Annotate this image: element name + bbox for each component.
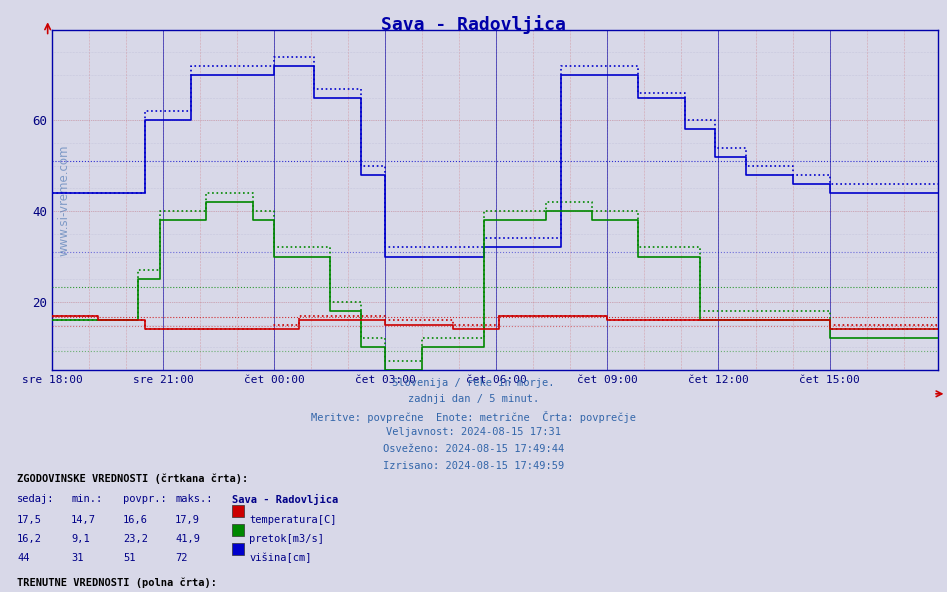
Text: maks.:: maks.: xyxy=(175,494,213,504)
Text: temperatura[C]: temperatura[C] xyxy=(249,515,336,525)
Text: 9,1: 9,1 xyxy=(71,534,90,544)
Text: Osveženo: 2024-08-15 17:49:44: Osveženo: 2024-08-15 17:49:44 xyxy=(383,444,564,454)
Text: 16,2: 16,2 xyxy=(17,534,42,544)
Text: 17,5: 17,5 xyxy=(17,515,42,525)
Text: 51: 51 xyxy=(123,553,135,563)
Text: pretok[m3/s]: pretok[m3/s] xyxy=(249,534,324,544)
Text: Izrisano: 2024-08-15 17:49:59: Izrisano: 2024-08-15 17:49:59 xyxy=(383,461,564,471)
Text: Slovenija / reke in morje.: Slovenija / reke in morje. xyxy=(392,378,555,388)
Text: Sava - Radovljica: Sava - Radovljica xyxy=(232,494,338,506)
Text: www.si-vreme.com: www.si-vreme.com xyxy=(57,144,70,256)
Text: 72: 72 xyxy=(175,553,188,563)
Text: zadnji dan / 5 minut.: zadnji dan / 5 minut. xyxy=(408,394,539,404)
Text: 41,9: 41,9 xyxy=(175,534,200,544)
Text: Veljavnost: 2024-08-15 17:31: Veljavnost: 2024-08-15 17:31 xyxy=(386,427,561,437)
Text: 44: 44 xyxy=(17,553,29,563)
Text: 31: 31 xyxy=(71,553,83,563)
Text: 23,2: 23,2 xyxy=(123,534,148,544)
Text: ZGODOVINSKE VREDNOSTI (črtkana črta):: ZGODOVINSKE VREDNOSTI (črtkana črta): xyxy=(17,474,248,484)
Text: min.:: min.: xyxy=(71,494,102,504)
Text: višina[cm]: višina[cm] xyxy=(249,553,312,564)
Text: sedaj:: sedaj: xyxy=(17,494,55,504)
Text: Meritve: povprečne  Enote: metrične  Črta: povprečje: Meritve: povprečne Enote: metrične Črta:… xyxy=(311,411,636,423)
Text: 17,9: 17,9 xyxy=(175,515,200,525)
Text: TRENUTNE VREDNOSTI (polna črta):: TRENUTNE VREDNOSTI (polna črta): xyxy=(17,578,217,588)
Text: 14,7: 14,7 xyxy=(71,515,96,525)
Text: 16,6: 16,6 xyxy=(123,515,148,525)
Text: Sava - Radovljica: Sava - Radovljica xyxy=(381,15,566,34)
Text: povpr.:: povpr.: xyxy=(123,494,167,504)
